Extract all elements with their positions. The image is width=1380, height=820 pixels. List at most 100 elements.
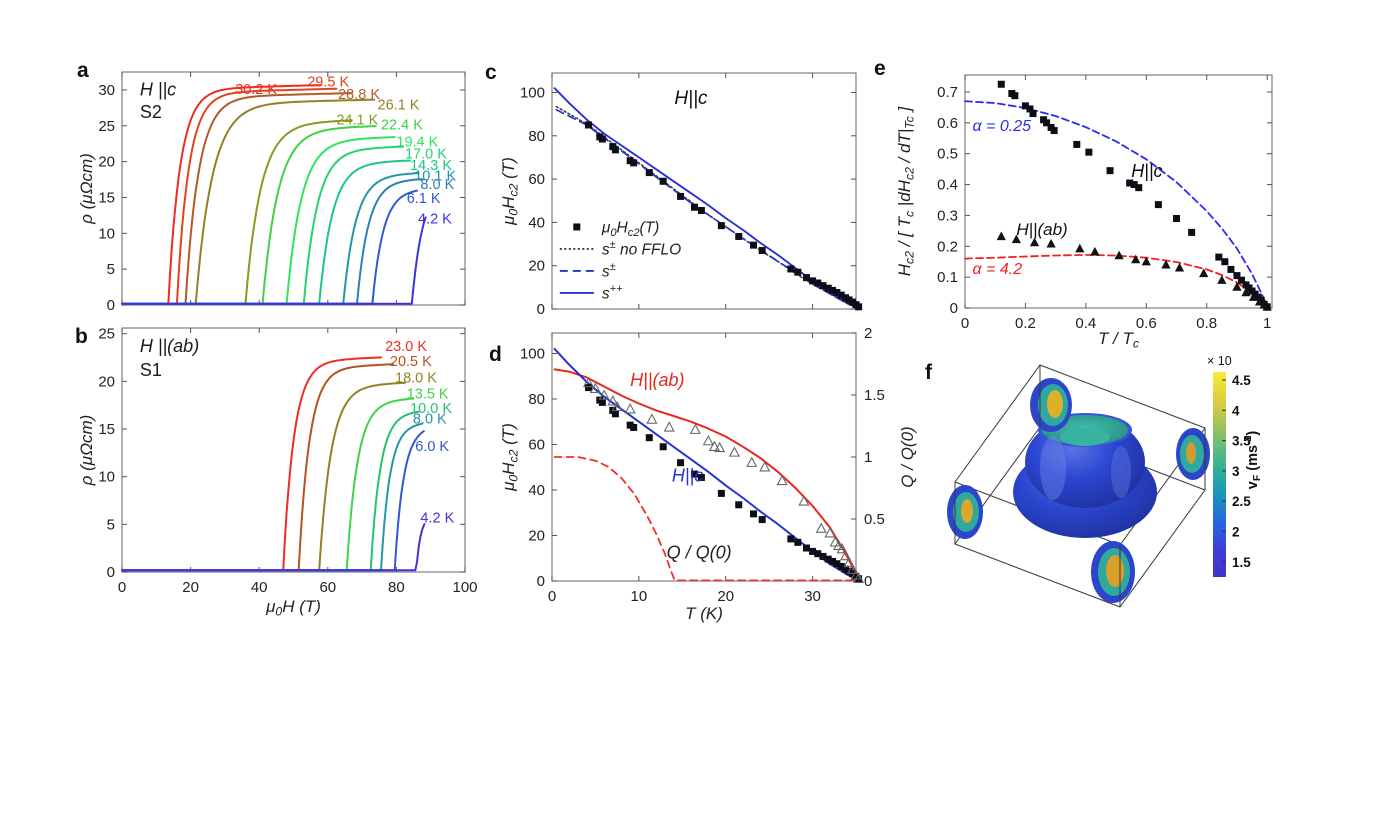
svg-text:80: 80 [388, 579, 405, 596]
svg-text:30: 30 [804, 588, 821, 605]
svg-text:α = 0.25: α = 0.25 [973, 118, 1032, 135]
svg-text:s++: s++ [602, 283, 623, 302]
svg-text:S1: S1 [140, 360, 162, 380]
svg-text:40: 40 [251, 579, 268, 596]
svg-text:5: 5 [107, 516, 115, 533]
svg-text:0.2: 0.2 [1015, 315, 1036, 332]
svg-text:17.0 K: 17.0 K [405, 147, 447, 163]
svg-text:25: 25 [98, 118, 115, 135]
svg-text:40: 40 [528, 214, 545, 231]
corner-pocket-right [1176, 428, 1210, 480]
corner-pocket-left [947, 485, 983, 539]
svg-text:H||(ab): H||(ab) [1016, 220, 1067, 239]
svg-text:μ0Hc2 (T): μ0Hc2 (T) [499, 423, 521, 492]
fermi-surface-corner-pockets [947, 378, 1210, 603]
svg-text:Hc2 / [ Tc |dHc2 / dT|Tc ]: Hc2 / [ Tc |dHc2 / dT|Tc ] [895, 105, 917, 276]
svg-text:μ0H (T): μ0H (T) [265, 597, 321, 619]
svg-text:26.1 K: 26.1 K [378, 97, 420, 113]
svg-text:20.5 K: 20.5 K [390, 354, 432, 370]
svg-text:10: 10 [631, 588, 648, 605]
svg-text:3.5: 3.5 [1232, 434, 1251, 449]
svg-text:20: 20 [98, 154, 115, 171]
svg-text:10: 10 [98, 469, 115, 486]
svg-text:2: 2 [1232, 525, 1240, 540]
svg-text:10.1 K: 10.1 K [414, 168, 456, 184]
panel-label-f: f [925, 361, 932, 384]
panel-e-reduced-hc2-chart: 0 0.2 0.4 0.6 0.8 1 0 0.1 0.2 0.3 0.4 0.5 0.6 0.7 T / … [895, 74, 1273, 351]
svg-text:3: 3 [1232, 464, 1240, 479]
svg-text:0.7: 0.7 [937, 84, 958, 101]
svg-text:0: 0 [107, 297, 115, 314]
svg-text:10: 10 [98, 225, 115, 242]
svg-text:60: 60 [528, 436, 545, 453]
svg-text:22.4 K: 22.4 K [381, 117, 423, 133]
svg-text:0.3: 0.3 [937, 207, 958, 224]
svg-text:0: 0 [864, 573, 872, 590]
svg-text:0.1: 0.1 [937, 269, 958, 286]
svg-text:10.0 K: 10.0 K [410, 401, 452, 417]
fermi-surface-central-sheet [1013, 413, 1157, 538]
svg-text:23.0 K: 23.0 K [385, 339, 427, 355]
svg-text:4.5: 4.5 [1232, 373, 1251, 388]
svg-text:80: 80 [528, 128, 545, 145]
svg-text:20: 20 [182, 579, 199, 596]
svg-text:Q / Q(0): Q / Q(0) [667, 543, 732, 563]
svg-text:6.0 K: 6.0 K [415, 439, 449, 455]
svg-text:0.4: 0.4 [937, 177, 958, 194]
svg-text:vF (ms-1): vF (ms-1) [1243, 431, 1263, 490]
svg-text:H||c: H||c [674, 88, 708, 109]
svg-text:80: 80 [528, 391, 545, 408]
svg-text:s±: s± [602, 261, 616, 280]
panel-label-a: a [77, 59, 89, 82]
svg-text:6.1 K: 6.1 K [407, 191, 441, 207]
svg-text:14.3 K: 14.3 K [410, 158, 452, 174]
svg-text:24.1 K: 24.1 K [336, 112, 378, 128]
svg-text:0: 0 [537, 301, 545, 318]
svg-text:29.5 K: 29.5 K [307, 74, 349, 90]
svg-text:0.5: 0.5 [937, 146, 958, 163]
svg-text:100: 100 [452, 579, 477, 596]
svg-text:T (K): T (K) [685, 604, 723, 623]
svg-text:1: 1 [864, 449, 872, 466]
svg-text:0: 0 [537, 573, 545, 590]
svg-text:H ||c: H ||c [140, 80, 176, 100]
svg-text:s± no FFLO: s± no FFLO [602, 239, 681, 258]
svg-text:15: 15 [98, 189, 115, 206]
svg-text:18.0 K: 18.0 K [395, 370, 437, 386]
svg-text:1: 1 [1263, 315, 1271, 332]
svg-text:60: 60 [528, 171, 545, 188]
svg-text:2.5: 2.5 [1232, 494, 1251, 509]
svg-text:20: 20 [717, 588, 734, 605]
svg-text:5: 5 [107, 261, 115, 278]
svg-text:20: 20 [528, 527, 545, 544]
svg-text:0.4: 0.4 [1075, 315, 1096, 332]
corner-pocket-top [1030, 378, 1072, 432]
svg-text:0: 0 [961, 315, 969, 332]
corner-pocket-front [1091, 541, 1135, 603]
svg-text:× 10: × 10 [1207, 354, 1232, 368]
svg-text:Q / Q(0): Q / Q(0) [898, 426, 917, 487]
svg-text:H ||(ab): H ||(ab) [140, 336, 199, 356]
svg-text:ρ (μΩcm): ρ (μΩcm) [77, 153, 96, 225]
svg-text:4.2 K: 4.2 K [418, 211, 452, 227]
svg-text:100: 100 [520, 84, 545, 101]
svg-text:T / Tc: T / Tc [1098, 329, 1139, 351]
panel-label-e: e [874, 57, 886, 80]
svg-text:30: 30 [98, 82, 115, 99]
svg-text:40: 40 [528, 482, 545, 499]
panel-label-c: c [485, 61, 497, 84]
svg-text:0.6: 0.6 [937, 115, 958, 132]
svg-text:20: 20 [528, 258, 545, 275]
svg-text:19.4 K: 19.4 K [396, 135, 438, 151]
svg-text:100: 100 [520, 345, 545, 362]
svg-text:8.0 K: 8.0 K [420, 177, 454, 193]
svg-text:ρ (μΩcm): ρ (μΩcm) [77, 415, 96, 487]
svg-text:S2: S2 [140, 102, 162, 122]
svg-text:H||c: H||c [672, 465, 703, 485]
svg-text:0.6: 0.6 [1136, 315, 1157, 332]
panel-label-b: b [75, 325, 88, 348]
svg-text:0: 0 [548, 588, 556, 605]
svg-text:H||(ab): H||(ab) [630, 370, 684, 390]
